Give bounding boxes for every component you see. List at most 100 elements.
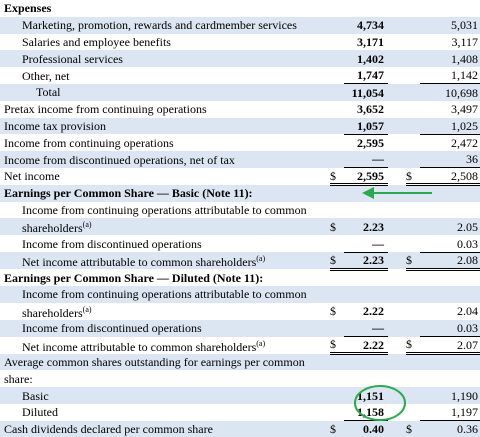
label-text: Income from continuing operations attrib… <box>22 202 307 217</box>
current-value <box>344 285 388 303</box>
currency-symbol: $ <box>330 218 344 236</box>
prior-value <box>420 184 480 202</box>
current-value: 4,734 <box>344 16 388 34</box>
label-text: Income from discontinued operations <box>22 321 202 336</box>
gap <box>388 101 406 118</box>
row: Professional services 1,402 1,408 <box>0 50 480 68</box>
gap <box>388 285 406 303</box>
currency-symbol <box>406 83 420 101</box>
label-text: shareholders <box>22 221 83 236</box>
current-value: — <box>344 319 388 338</box>
currency-symbol: $ <box>406 336 420 356</box>
label-text: Basic <box>22 388 49 403</box>
gap <box>388 319 406 337</box>
current-value: 2.23 <box>344 252 388 271</box>
prior-value <box>420 353 480 371</box>
currency-symbol <box>330 101 344 118</box>
row-label: Basic <box>0 387 330 404</box>
current-value: 2.22 <box>344 336 388 356</box>
row-label: Cash dividends declared per common share <box>0 420 330 437</box>
currency-symbol <box>330 285 344 303</box>
row: Income from discontinued operations — 0.03 <box>0 319 480 338</box>
row-label: Income from continuing operations attrib… <box>0 202 330 219</box>
current-value: 2,595 <box>344 167 388 187</box>
label-text: shareholders <box>22 305 83 320</box>
row: Earnings per Common Share — Basic (Note … <box>0 184 480 202</box>
row-label: Salaries and employee benefits <box>0 34 330 51</box>
current-value <box>344 269 388 286</box>
prior-value <box>420 0 480 17</box>
row: Other, net 1,747 1,142 <box>0 67 480 85</box>
gap <box>388 269 406 286</box>
row: Net income $2,595 $2,508 <box>0 167 480 187</box>
row: Income from discontinued operations, net… <box>0 151 480 169</box>
label-text: Income from continuing operations <box>4 135 174 150</box>
current-value <box>344 0 388 17</box>
currency-symbol <box>406 370 420 387</box>
row-label: Average common shares outstanding for ea… <box>0 353 330 371</box>
label-text: Other, net <box>22 68 70 83</box>
label-text: Earnings per Common Share — Basic (Note … <box>4 186 253 201</box>
footnote-mark: (a) <box>82 304 92 314</box>
row: Income from continuing operations 2,595 2,… <box>0 134 480 151</box>
label-text: Net income attributable to common shareh… <box>22 255 257 270</box>
gap <box>388 337 406 354</box>
currency-symbol <box>330 34 344 51</box>
currency-symbol <box>330 353 344 371</box>
row: Income from continuing operations attrib… <box>0 202 480 219</box>
label-text: Income from discontinued operations <box>22 236 202 251</box>
currency-symbol <box>406 134 420 151</box>
current-value: — <box>344 151 388 169</box>
gap <box>388 83 406 101</box>
currency-symbol <box>406 319 420 337</box>
prior-value: 1,197 <box>420 403 480 422</box>
currency-symbol <box>330 134 344 151</box>
label-text: Net income <box>4 169 60 184</box>
current-value: 1,158 <box>344 403 388 422</box>
label-text: Expenses <box>4 1 52 16</box>
row-label: shareholders(a) <box>0 218 330 236</box>
currency-symbol <box>330 235 344 252</box>
prior-value: 3,117 <box>451 34 478 49</box>
label-text: Diluted <box>22 405 58 420</box>
footnote-mark: (a) <box>256 338 266 348</box>
row: Net income attributable to common shareh… <box>0 252 480 271</box>
current-value: 1,151 <box>344 387 388 404</box>
prior-value: 2.07 <box>420 336 480 356</box>
currency-symbol: $ <box>330 167 344 187</box>
currency-symbol <box>406 235 420 252</box>
label-text: Average common shares outstanding for ea… <box>4 354 305 369</box>
gap <box>388 420 406 437</box>
row: Salaries and employee benefits 3,171 3,117 <box>0 34 480 51</box>
row-label: Net income <box>0 168 330 185</box>
currency-symbol: $ <box>330 252 344 271</box>
prior-value: 2,508 <box>420 167 480 187</box>
gap <box>388 387 406 404</box>
row: Average common shares outstanding for ea… <box>0 353 480 371</box>
current-value: 1,057 <box>344 117 388 135</box>
currency-symbol <box>406 387 420 404</box>
gap <box>388 16 406 34</box>
gap <box>388 353 406 371</box>
currency-symbol <box>330 117 344 135</box>
prior-value: 0.36 <box>420 420 480 437</box>
gap <box>388 134 406 151</box>
label-text: Net income attributable to common shareh… <box>22 339 257 354</box>
row: Marketing, promotion, rewards and cardme… <box>0 16 480 34</box>
currency-symbol <box>330 50 344 68</box>
gap <box>388 151 406 168</box>
prior-value: 1,408 <box>420 50 480 68</box>
gap <box>388 218 406 236</box>
label-text: Salaries and employee benefits <box>22 34 171 49</box>
gap <box>388 202 406 219</box>
currency-symbol: $ <box>330 336 344 356</box>
currency-symbol <box>406 285 420 303</box>
currency-symbol <box>330 387 344 404</box>
current-value: 11,054 <box>344 83 388 101</box>
currency-symbol <box>330 404 344 421</box>
gap <box>388 50 406 68</box>
currency-symbol: $ <box>406 252 420 271</box>
currency-symbol <box>406 184 420 202</box>
